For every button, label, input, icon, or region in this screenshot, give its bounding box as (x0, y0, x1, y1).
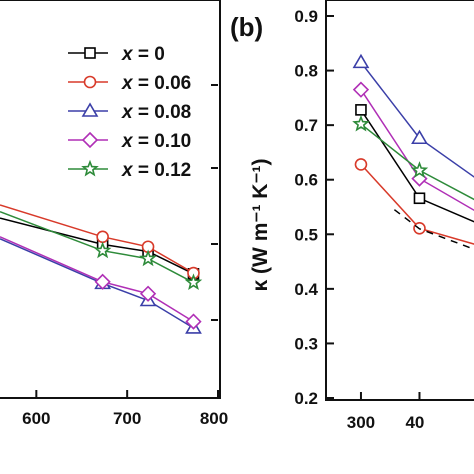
panel-b-y-axis-title: κ (W m⁻¹ K⁻¹) (249, 158, 272, 291)
panel-b-y-tick-label: 0.7 (294, 116, 318, 135)
legend-entry-4: x = 0.12 (68, 159, 191, 181)
panel-b-y-tick-label: 0.8 (294, 62, 318, 81)
panel-b-x-tick-label: 300 (347, 413, 375, 432)
panel-b-series-line-x008 (360, 61, 474, 178)
panel-b-point-x0-0 (355, 104, 367, 116)
panel-a-x-tick-label: 700 (113, 409, 141, 428)
panel-a-series-line-x006 (0, 204, 194, 274)
legend-marker-triangle (81, 102, 99, 117)
panel-a-point-x012-2 (139, 249, 157, 267)
panel-b-y-ticks: 0.2 0.3 0.4 0.5 0.6 0.7 0.8 0.9 (294, 7, 334, 408)
panel-b-point-x012-0 (352, 114, 370, 132)
panel-a-series-line-x008 (0, 238, 194, 329)
panel-a-series-x006 (0, 204, 200, 280)
legend-marker-diamond (81, 131, 99, 149)
panel-b-series-line-dashed (393, 209, 474, 251)
panel-a-point-x010-1 (94, 273, 111, 290)
panel-a-x-tick-label: 800 (200, 409, 228, 428)
legend-label-value: = 0.10 (138, 131, 191, 152)
panel-a-legend: x = 0x = 0.06x = 0.08x = 0.10x = 0.12 (68, 44, 191, 181)
legend-entry-1: x = 0.06 (68, 73, 191, 94)
panel-a-series-x010 (0, 236, 202, 330)
panel-a-y-ticks (211, 84, 218, 321)
legend-label-value: = 0.08 (138, 102, 191, 123)
panel-b-y-tick-label: 0.4 (294, 280, 318, 299)
panel-b-y-tick-label: 0.5 (294, 225, 318, 244)
legend-label: x = 0.10 (121, 131, 191, 152)
legend-label-value: = 0.12 (138, 160, 191, 181)
panel-b-y-tick-label: 0.6 (294, 171, 318, 190)
panel-b-series-x008 (352, 53, 474, 178)
legend-label: x = 0.08 (121, 102, 191, 123)
panel-b-series-x012 (352, 114, 474, 201)
panel-a-series-line-x012 (0, 210, 194, 284)
panel-b-point-x008-0 (352, 53, 370, 69)
panel-b-point-x006-0 (354, 158, 368, 171)
legend-entry-3: x = 0.10 (68, 131, 191, 152)
legend-label-value: = 0.06 (138, 73, 191, 94)
panel-b-point-x0-1 (413, 192, 426, 205)
panel-b-y-tick-label: 0.3 (294, 334, 318, 353)
panel-b-point-x012-1 (410, 161, 429, 178)
panel-a-series-x012 (0, 210, 203, 290)
legend-label-var: x (121, 73, 138, 94)
panel-b-point-x010-0 (352, 81, 370, 98)
legend-label-var: x (121, 44, 138, 65)
legend-marker-square (84, 47, 96, 59)
panel-a: 600 700 800 x = 0x = 0.06x = 0.08x = 0.10x… (0, 0, 228, 428)
panel-a-series-line-x010 (0, 236, 194, 323)
legend-entry-0: x = 0 (68, 44, 165, 65)
legend-label: x = 0.12 (121, 160, 191, 181)
panel-b-point-x008-1 (411, 129, 428, 145)
panel-a-x-tick-label: 600 (22, 409, 50, 428)
panel-b-y-tick-label: 0.9 (294, 7, 318, 26)
panel-b-y-tick-label: 0.2 (294, 389, 318, 408)
panel-a-point-x010-2 (139, 285, 157, 302)
legend-entry-2: x = 0.08 (68, 102, 191, 123)
panel-b-label: (b) (230, 12, 263, 42)
legend-label-var: x (121, 131, 138, 152)
panel-a-point-x006-1 (96, 230, 109, 244)
panel-b-series (352, 53, 474, 251)
legend-label: x = 0.06 (121, 73, 191, 94)
panel-b-x-tick-label: 40 (405, 413, 424, 432)
legend-marker-star (81, 159, 99, 177)
legend-label-var: x (121, 160, 138, 181)
legend-marker-circle (83, 75, 97, 89)
panel-a-point-x010-3 (185, 313, 202, 330)
panel-a-x-ticks: 600 700 800 (22, 390, 228, 428)
panel-a-point-x012-1 (93, 241, 112, 259)
panel-b: (b) κ (W m⁻¹ K⁻¹) 0.20.30.40.50.60.70.80… (230, 0, 474, 432)
panel-a-point-x012-3 (184, 273, 203, 290)
legend-label-var: x (121, 102, 138, 123)
panel-a-series-line-x0 (0, 217, 194, 275)
legend-label-value: = 0 (138, 44, 165, 65)
panel-b-series-dashed (393, 209, 474, 251)
panel-a-plot-frame (0, 0, 221, 399)
panel-b-x-ticks: 300 40 (347, 392, 424, 432)
panel-a-series (0, 204, 203, 334)
panel-b-plot-frame (325, 0, 474, 401)
legend-label: x = 0 (121, 44, 165, 65)
